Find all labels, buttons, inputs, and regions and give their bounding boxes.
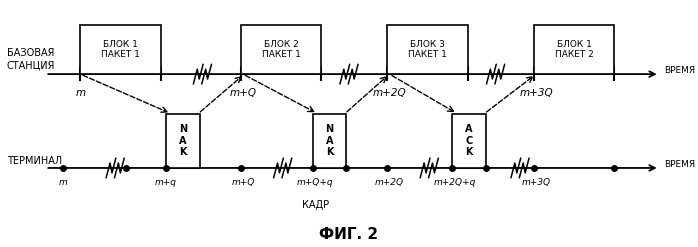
Bar xyxy=(313,114,346,168)
Text: A
C
K: A C K xyxy=(466,124,473,157)
Text: m+Q+q: m+Q+q xyxy=(297,178,334,187)
Text: m+3Q: m+3Q xyxy=(521,178,551,187)
Text: БАЗОВАЯ
СТАНЦИЯ: БАЗОВАЯ СТАНЦИЯ xyxy=(7,48,55,70)
Bar xyxy=(387,25,468,74)
Text: БЛОК 3
ПАКЕТ 1: БЛОК 3 ПАКЕТ 1 xyxy=(408,40,447,59)
Text: БЛОК 1
ПАКЕТ 1: БЛОК 1 ПАКЕТ 1 xyxy=(101,40,140,59)
Text: ФИГ. 2: ФИГ. 2 xyxy=(320,227,378,242)
Text: m+2Q: m+2Q xyxy=(375,178,404,187)
Text: m+2Q+q: m+2Q+q xyxy=(434,178,476,187)
Bar xyxy=(80,25,161,74)
Text: БЛОК 2
ПАКЕТ 1: БЛОК 2 ПАКЕТ 1 xyxy=(262,40,300,59)
Text: N
A
K: N A K xyxy=(179,124,187,157)
Text: m+Q: m+Q xyxy=(231,178,255,187)
Bar xyxy=(241,25,321,74)
Text: m: m xyxy=(59,178,67,187)
Text: m+Q: m+Q xyxy=(230,88,256,98)
Text: ВРЕМЯ: ВРЕМЯ xyxy=(664,160,696,169)
Text: N
A
K: N A K xyxy=(325,124,334,157)
Text: ТЕРМИНАЛ: ТЕРМИНАЛ xyxy=(7,156,62,165)
Bar xyxy=(534,25,614,74)
Text: БЛОК 1
ПАКЕТ 2: БЛОК 1 ПАКЕТ 2 xyxy=(555,40,593,59)
Bar xyxy=(452,114,486,168)
Text: m+2Q: m+2Q xyxy=(373,88,406,98)
Text: ВРЕМЯ: ВРЕМЯ xyxy=(664,66,696,75)
Text: m+3Q: m+3Q xyxy=(519,88,553,98)
Bar xyxy=(166,114,200,168)
Text: m: m xyxy=(75,88,85,98)
Text: КАДР: КАДР xyxy=(302,200,329,210)
Text: m+q: m+q xyxy=(155,178,177,187)
